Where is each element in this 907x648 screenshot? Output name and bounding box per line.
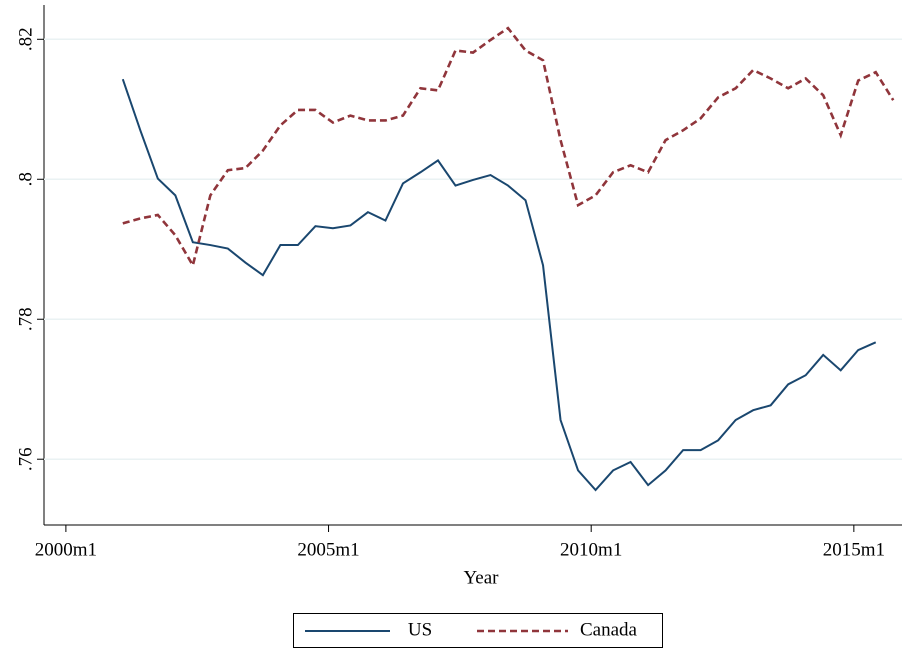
x-tick-label: 2015m1 [823,539,885,560]
legend-label: US [408,619,432,640]
x-tick-label: 2000m1 [35,539,97,560]
series-line [122,26,895,269]
series-line [121,78,877,492]
y-tick-label: .8 [15,172,36,186]
legend-label: Canada [580,619,638,640]
y-tick-label: .82 [15,27,36,51]
x-tick-label: 2005m1 [297,539,359,560]
x-axis-title: Year [463,567,499,588]
x-tick-label: 2010m1 [560,539,622,560]
y-tick-label: .76 [15,447,36,471]
y-tick-label: .78 [15,307,36,331]
